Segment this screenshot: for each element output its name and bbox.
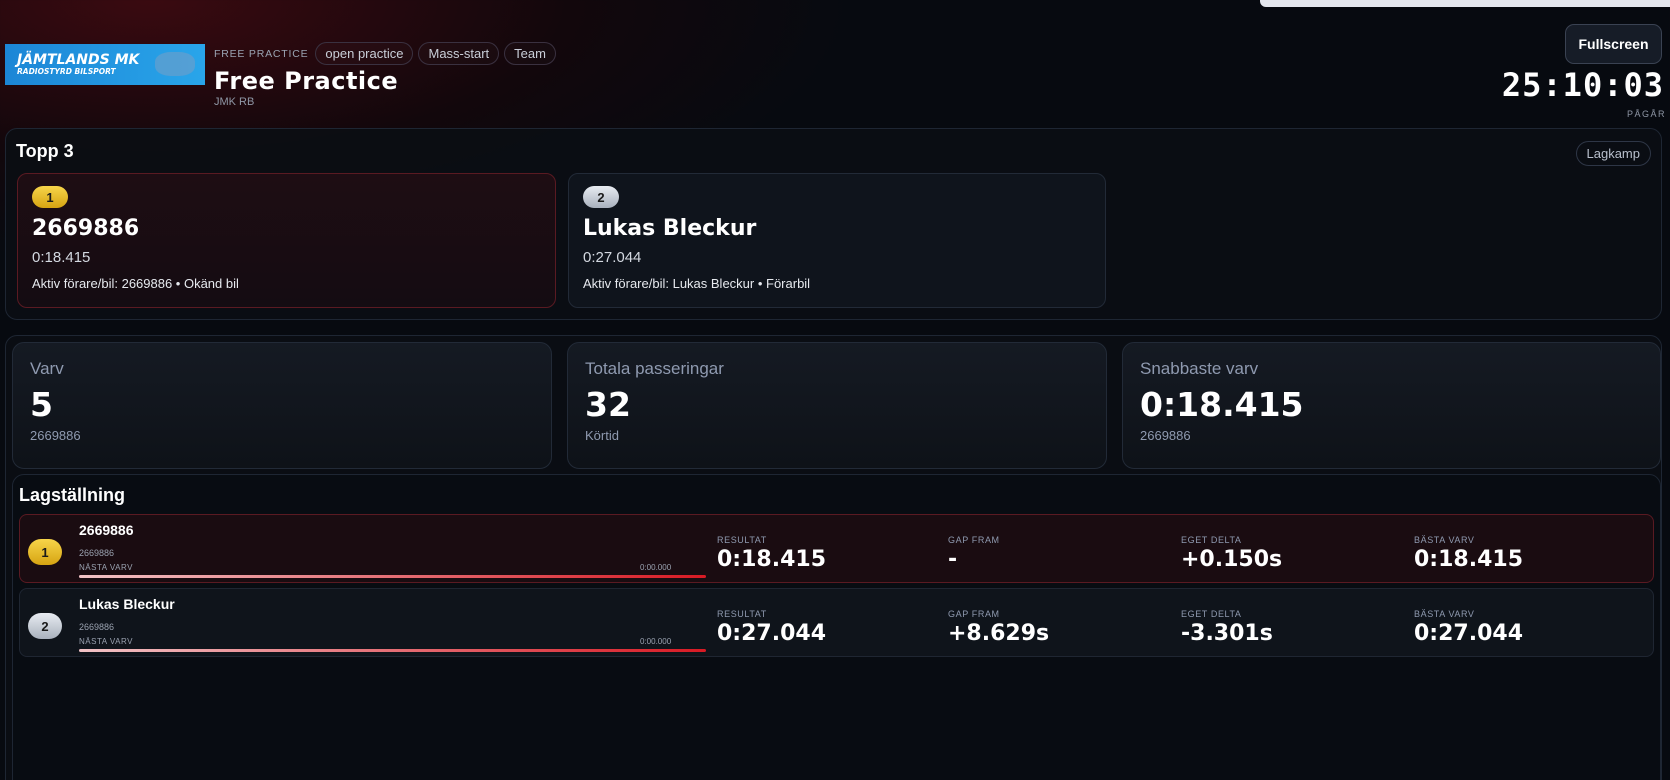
- session-header: FREE PRACTICE open practice Mass-start T…: [214, 42, 556, 108]
- next-lap-progress: [79, 649, 706, 652]
- stat-sub: 2669886: [1140, 428, 1191, 443]
- col-best: BÄSTA VARV 0:18.415: [1414, 535, 1523, 572]
- position-badge: 1: [32, 186, 68, 208]
- chip-open-practice: open practice: [315, 42, 414, 65]
- podium-card-1: 1 2669886 0:18.415 Aktiv förare/bil: 266…: [17, 173, 556, 308]
- col-result: RESULTAT 0:18.415: [717, 535, 826, 572]
- logo-text: JÄMTLANDS MK: [17, 52, 140, 68]
- page-title: Free Practice: [214, 67, 399, 95]
- logo-subtext: RADIOSTYRD BILSPORT: [17, 67, 116, 76]
- browser-overlay-bar: [1260, 0, 1670, 7]
- podium-card-2: 2 Lukas Bleckur 0:27.044 Aktiv förare/bi…: [568, 173, 1106, 308]
- stat-passings: Totala passeringar 32 Körtid: [567, 342, 1107, 469]
- session-status: PÅGÅR: [1626, 109, 1666, 119]
- col-gap: GAP FRAM -: [948, 535, 1000, 572]
- col-gap: GAP FRAM +8.629s: [948, 609, 1049, 646]
- driver-name: Lukas Bleckur: [583, 216, 757, 241]
- team-name: Lukas Bleckur: [79, 596, 175, 612]
- top3-title: Topp 3: [16, 141, 74, 161]
- col-result: RESULTAT 0:27.044: [717, 609, 826, 646]
- team-member: 2669886: [79, 548, 115, 558]
- main-panel: Varv 5 2669886 Totala passeringar 32 Kör…: [5, 335, 1662, 780]
- team-name: 2669886: [79, 522, 134, 538]
- column-label: GAP FRAM: [948, 535, 1000, 545]
- active-driver-info: Aktiv förare/bil: Lukas Bleckur • Förarb…: [583, 276, 811, 291]
- gap-value: +8.629s: [948, 621, 1050, 646]
- team-member: 2669886: [79, 622, 115, 632]
- standings-row[interactable]: 1 2669886 2669886 NÄSTA VARV 0:00.000 RE…: [19, 514, 1654, 583]
- session-timer: 25:10:03: [1501, 66, 1664, 104]
- stat-laps: Varv 5 2669886: [12, 342, 552, 469]
- column-label: RESULTAT: [717, 535, 767, 545]
- col-delta: EGET DELTA +0.150s: [1181, 535, 1282, 572]
- stat-value: 5: [30, 385, 53, 424]
- best-time: 0:27.044: [583, 249, 642, 266]
- top3-panel: Topp 3 Lagkamp 1 2669886 0:18.415 Aktiv …: [5, 128, 1662, 320]
- stat-label: Snabbaste varv: [1140, 359, 1259, 378]
- next-lap-time: 0:00.000: [640, 563, 672, 572]
- column-label: BÄSTA VARV: [1414, 535, 1475, 545]
- position-badge: 2: [28, 613, 62, 639]
- next-lap-progress: [79, 575, 706, 578]
- stat-label: Totala passeringar: [585, 359, 724, 378]
- driver-name: 2669886: [32, 216, 140, 241]
- next-lap-label: NÄSTA VARV: [79, 637, 133, 646]
- column-label: GAP FRAM: [948, 609, 1000, 619]
- column-label: EGET DELTA: [1181, 609, 1242, 619]
- rc-car-icon: [155, 52, 195, 76]
- chip-team: Team: [504, 42, 556, 65]
- stat-sub: 2669886: [30, 428, 81, 443]
- column-label: EGET DELTA: [1181, 535, 1242, 545]
- gap-value: -: [948, 547, 958, 572]
- standings-panel: Lagställning 1 2669886 2669886 NÄSTA VAR…: [12, 474, 1661, 780]
- chip-mass-start: Mass-start: [418, 42, 500, 65]
- delta-value: -3.301s: [1181, 621, 1273, 646]
- position-badge: 1: [28, 539, 62, 565]
- club-logo: JÄMTLANDS MK RADIOSTYRD BILSPORT: [5, 44, 205, 85]
- stat-value: 0:18.415: [1140, 385, 1304, 424]
- standings-title: Lagställning: [19, 485, 126, 505]
- session-kind: FREE PRACTICE: [214, 47, 309, 60]
- best-lap-value: 0:18.415: [1414, 547, 1524, 572]
- col-best: BÄSTA VARV 0:27.044: [1414, 609, 1523, 646]
- stat-value: 32: [585, 385, 631, 424]
- result-value: 0:27.044: [717, 621, 827, 646]
- lagkamp-button[interactable]: Lagkamp: [1575, 141, 1651, 166]
- standings-row[interactable]: 2 Lukas Bleckur 2669886 NÄSTA VARV 0:00.…: [19, 588, 1654, 657]
- delta-value: +0.150s: [1181, 547, 1283, 572]
- next-lap-label: NÄSTA VARV: [79, 563, 133, 572]
- page-subtitle: JMK RB: [214, 96, 255, 108]
- fullscreen-button[interactable]: Fullscreen: [1565, 24, 1662, 64]
- column-label: RESULTAT: [717, 609, 767, 619]
- stat-label: Varv: [30, 359, 64, 378]
- best-time: 0:18.415: [32, 249, 91, 266]
- next-lap-time: 0:00.000: [640, 637, 672, 646]
- active-driver-info: Aktiv förare/bil: 2669886 • Okänd bil: [32, 276, 239, 291]
- best-lap-value: 0:27.044: [1414, 621, 1524, 646]
- col-delta: EGET DELTA -3.301s: [1181, 609, 1273, 646]
- result-value: 0:18.415: [717, 547, 827, 572]
- stat-sub: Körtid: [585, 428, 619, 443]
- column-label: BÄSTA VARV: [1414, 609, 1475, 619]
- stat-fastest-lap: Snabbaste varv 0:18.415 2669886: [1122, 342, 1661, 469]
- position-badge: 2: [583, 186, 619, 208]
